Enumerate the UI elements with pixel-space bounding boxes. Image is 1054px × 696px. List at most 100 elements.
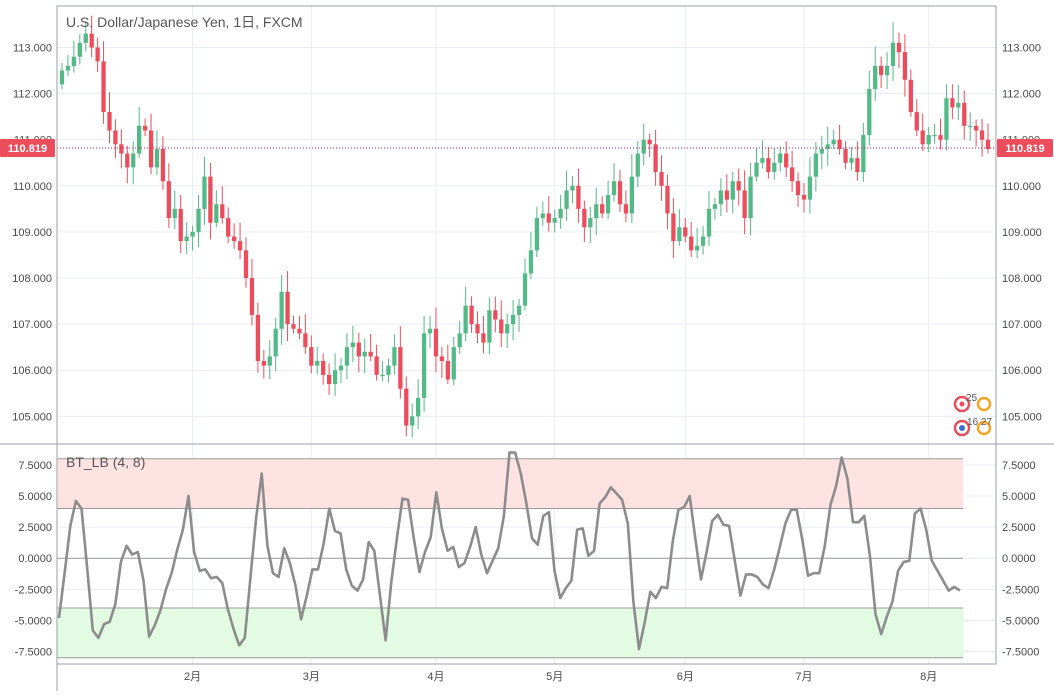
candle[interactable] bbox=[926, 127, 931, 152]
candle[interactable] bbox=[695, 227, 700, 259]
price-candles[interactable] bbox=[57, 15, 996, 438]
candle[interactable] bbox=[582, 200, 587, 243]
candle[interactable] bbox=[237, 222, 243, 260]
candle[interactable] bbox=[332, 353, 338, 396]
candle[interactable] bbox=[855, 141, 860, 181]
overlay-icon-group[interactable]: 25 16 27 bbox=[953, 393, 992, 437]
candle[interactable] bbox=[801, 183, 807, 213]
candle[interactable] bbox=[760, 140, 765, 169]
candle[interactable] bbox=[119, 129, 124, 169]
candle[interactable] bbox=[243, 237, 249, 288]
event-icon[interactable] bbox=[976, 396, 992, 412]
candle[interactable] bbox=[321, 353, 326, 385]
candle[interactable] bbox=[487, 297, 492, 355]
event-icon[interactable] bbox=[976, 420, 992, 436]
candle[interactable] bbox=[611, 163, 617, 202]
flag-icon[interactable] bbox=[953, 395, 971, 413]
candle[interactable] bbox=[445, 344, 450, 385]
candle[interactable] bbox=[528, 232, 534, 280]
candle[interactable] bbox=[499, 300, 504, 348]
candle[interactable] bbox=[214, 190, 219, 228]
candle[interactable] bbox=[516, 298, 522, 332]
candle[interactable] bbox=[962, 90, 967, 140]
candle[interactable] bbox=[451, 336, 456, 386]
candle[interactable] bbox=[623, 190, 629, 223]
candle[interactable] bbox=[689, 222, 694, 258]
candle[interactable] bbox=[700, 226, 706, 255]
candle[interactable] bbox=[380, 361, 385, 382]
candle[interactable] bbox=[564, 170, 569, 221]
candle[interactable] bbox=[594, 187, 599, 235]
oscillator-line[interactable] bbox=[57, 451, 961, 651]
candle[interactable] bbox=[938, 118, 943, 150]
candle[interactable] bbox=[914, 99, 919, 137]
candle[interactable] bbox=[65, 55, 71, 77]
candle[interactable] bbox=[142, 118, 148, 137]
candle[interactable] bbox=[902, 34, 908, 97]
candle[interactable] bbox=[421, 315, 427, 412]
candle[interactable] bbox=[416, 379, 421, 430]
candle[interactable] bbox=[754, 148, 759, 182]
candle[interactable] bbox=[469, 296, 474, 333]
candle[interactable] bbox=[273, 317, 278, 372]
candle[interactable] bbox=[742, 170, 747, 234]
candle[interactable] bbox=[113, 119, 118, 159]
candle[interactable] bbox=[368, 334, 373, 362]
candle[interactable] bbox=[896, 32, 902, 68]
candle[interactable] bbox=[677, 209, 682, 246]
candle[interactable] bbox=[819, 135, 824, 170]
axes[interactable]: 105.000 105.000 106.000 106.000 107.000 107.0… bbox=[0, 42, 1053, 683]
candle[interactable] bbox=[873, 46, 878, 101]
candle[interactable] bbox=[285, 271, 290, 342]
candle[interactable] bbox=[831, 130, 836, 149]
candle[interactable] bbox=[837, 124, 842, 155]
candle[interactable] bbox=[718, 178, 724, 217]
candle[interactable] bbox=[879, 56, 884, 88]
candle[interactable] bbox=[208, 162, 213, 240]
candle[interactable] bbox=[303, 314, 308, 354]
candle[interactable] bbox=[712, 198, 718, 220]
candle[interactable] bbox=[71, 40, 77, 73]
candle[interactable] bbox=[190, 225, 195, 251]
candle[interactable] bbox=[890, 22, 896, 81]
candle[interactable] bbox=[356, 332, 361, 373]
candle[interactable] bbox=[160, 136, 166, 190]
candle[interactable] bbox=[522, 258, 528, 311]
candle[interactable] bbox=[232, 223, 237, 249]
candle[interactable] bbox=[932, 123, 937, 144]
candle[interactable] bbox=[973, 119, 979, 147]
candle[interactable] bbox=[653, 130, 658, 186]
candle[interactable] bbox=[137, 106, 142, 159]
candle[interactable] bbox=[552, 209, 557, 233]
candle[interactable] bbox=[255, 302, 261, 373]
candle[interactable] bbox=[326, 363, 332, 395]
candle[interactable] bbox=[475, 311, 480, 344]
candle[interactable] bbox=[510, 299, 516, 341]
candle[interactable] bbox=[279, 275, 284, 345]
candle[interactable] bbox=[849, 147, 854, 171]
candle[interactable] bbox=[166, 163, 171, 228]
candle[interactable] bbox=[570, 176, 575, 204]
candle[interactable] bbox=[249, 258, 255, 326]
candle[interactable] bbox=[956, 85, 961, 121]
candle[interactable] bbox=[629, 153, 634, 224]
candle[interactable] bbox=[813, 142, 818, 192]
candle[interactable] bbox=[125, 145, 130, 184]
candle[interactable] bbox=[202, 156, 207, 225]
candle[interactable] bbox=[665, 174, 670, 230]
candle[interactable] bbox=[362, 338, 367, 374]
candle[interactable] bbox=[309, 335, 314, 374]
candle[interactable] bbox=[540, 201, 545, 226]
candle[interactable] bbox=[77, 34, 82, 65]
candle[interactable] bbox=[410, 403, 415, 438]
candle[interactable] bbox=[558, 195, 563, 229]
candle[interactable] bbox=[635, 141, 640, 188]
candle[interactable] bbox=[546, 196, 551, 232]
candle[interactable] bbox=[671, 198, 676, 259]
oscillator-line-group[interactable] bbox=[57, 451, 961, 651]
candle[interactable] bbox=[659, 155, 664, 201]
candle[interactable] bbox=[600, 196, 605, 219]
candle[interactable] bbox=[944, 84, 949, 151]
candle[interactable] bbox=[439, 346, 445, 378]
